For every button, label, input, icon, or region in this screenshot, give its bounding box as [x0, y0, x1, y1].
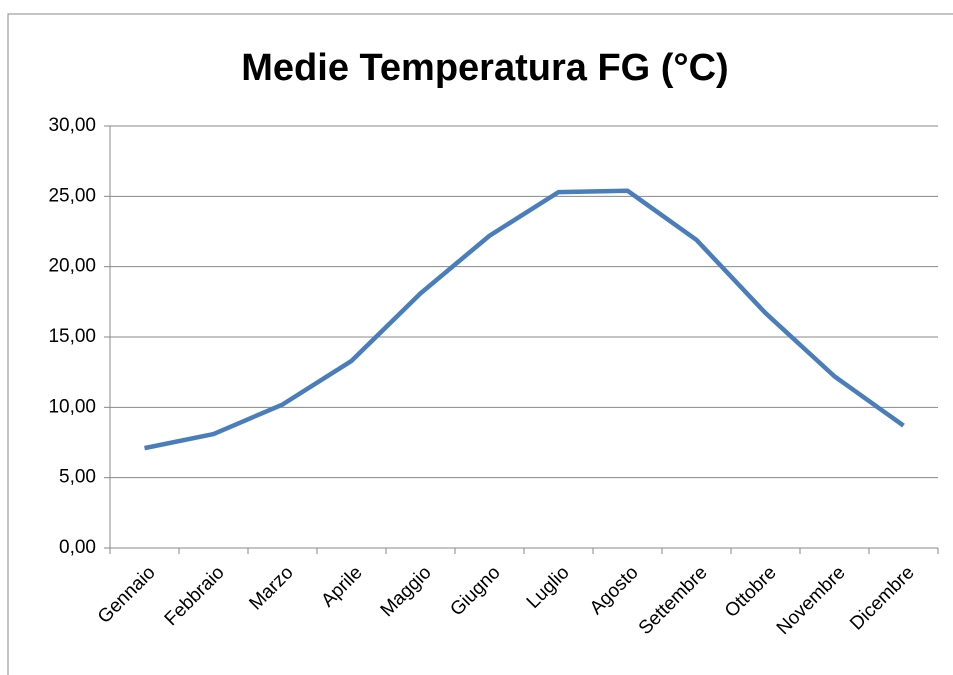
x-tick-label: Marzo [245, 562, 297, 614]
x-tick-label: Gennaio [94, 562, 160, 628]
y-tick-label: 25,00 [48, 185, 96, 206]
x-tick-label: Novembre [773, 562, 850, 639]
x-tick-label: Maggio [377, 562, 436, 621]
y-tick-label: 20,00 [48, 256, 96, 277]
y-tick-label: 0,00 [59, 537, 96, 558]
x-tick-label: Luglio [523, 562, 574, 613]
chart-frame [7, 13, 953, 675]
x-tick-label: Giugno [446, 562, 504, 620]
x-tick-label: Agosto [586, 562, 643, 619]
y-tick-label: 15,00 [48, 326, 96, 347]
x-tick-label: Aprile [317, 562, 366, 611]
y-tick-label: 5,00 [59, 467, 96, 488]
y-tick-label: 10,00 [48, 396, 96, 417]
y-tick-label: 30,00 [48, 115, 96, 136]
chart-title: Medie Temperatura FG (°C) [241, 47, 728, 89]
line-series [144, 188, 905, 451]
x-tick-label: Dicembre [846, 562, 918, 634]
x-tick-label: Febbraio [161, 562, 229, 630]
x-tick-label: Ottobre [721, 562, 781, 622]
x-tick-label: Settembre [635, 562, 712, 639]
